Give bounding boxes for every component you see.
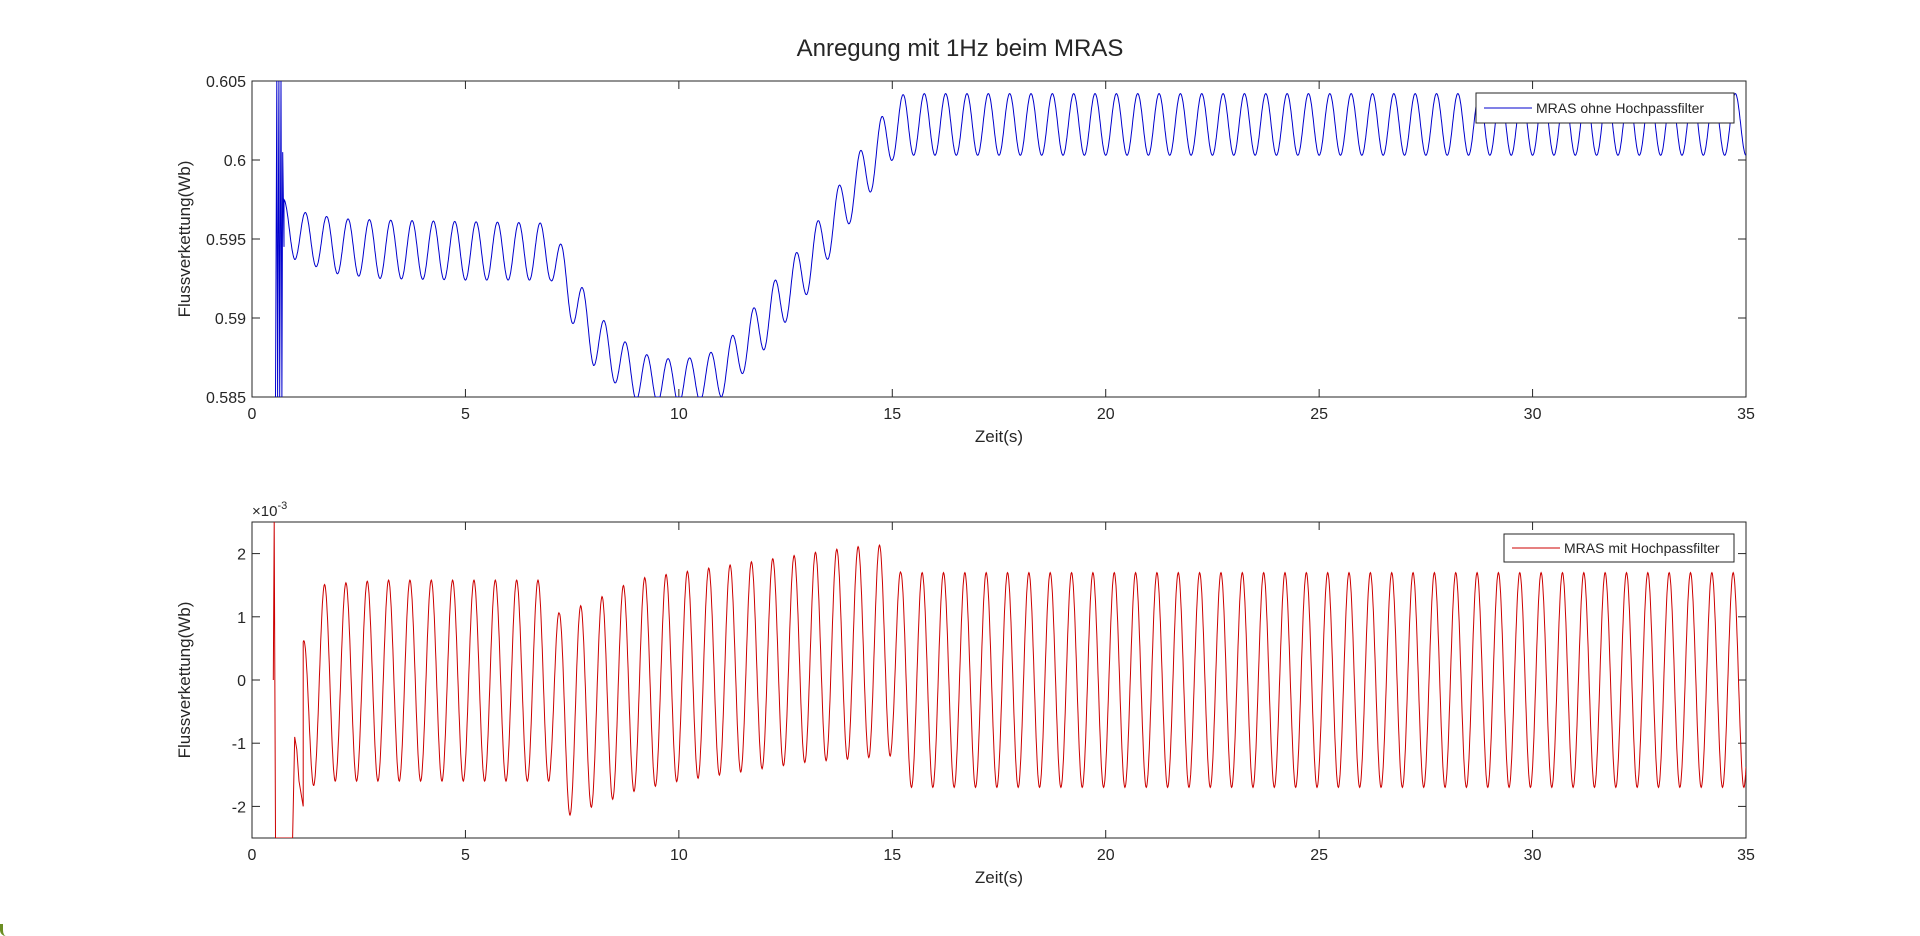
x-tick-label: 0 xyxy=(248,847,257,864)
y-exponent-base: ×10 xyxy=(252,503,277,520)
x-tick-label: 15 xyxy=(883,406,901,423)
ticks-bottom: 0 5 10 15 20 25 30 35 -2 -1 0 1 2 xyxy=(232,522,1755,864)
y-axis-label-top: Flussverkettung(Wb) xyxy=(175,161,194,318)
series-line-ohne-hochpassfilter xyxy=(275,81,1746,397)
y-exponent-power: -3 xyxy=(277,500,287,512)
x-axis-label-top: Zeit(s) xyxy=(975,427,1023,446)
y-tick-label: -1 xyxy=(232,736,246,753)
x-tick-label: 0 xyxy=(248,406,257,423)
x-tick-label: 5 xyxy=(461,406,470,423)
legend-entry-ohne-hochpassfilter: MRAS ohne Hochpassfilter xyxy=(1536,100,1704,116)
legend-bottom: MRAS mit Hochpassfilter xyxy=(1503,533,1735,563)
x-tick-label: 35 xyxy=(1737,847,1755,864)
x-tick-label: 20 xyxy=(1097,847,1115,864)
y-tick-label: 0 xyxy=(237,673,246,690)
y-tick-label: 0.59 xyxy=(215,311,246,328)
x-tick-label: 10 xyxy=(670,847,688,864)
y-tick-label: 0.585 xyxy=(206,390,246,407)
legend-top: MRAS ohne Hochpassfilter xyxy=(1475,92,1735,124)
y-tick-label: 0.595 xyxy=(206,232,246,249)
x-tick-label: 15 xyxy=(883,847,901,864)
subplot-bottom: 0 5 10 15 20 25 30 35 -2 -1 0 1 2 Zeit(s) Flussverke… xyxy=(175,500,1755,887)
y-tick-label: 0.6 xyxy=(224,153,246,170)
y-tick-label: 1 xyxy=(237,610,246,627)
plot-area-top xyxy=(251,80,1747,398)
x-tick-label: 35 xyxy=(1737,406,1755,423)
y-axis-label-bottom: Flussverkettung(Wb) xyxy=(175,602,194,759)
x-tick-label: 25 xyxy=(1310,847,1328,864)
corner-mark xyxy=(0,924,9,936)
plot-area-bottom xyxy=(251,521,1747,839)
subplot-top: 0 5 10 15 20 25 30 35 0.585 0.59 0.595 0.6 0.605 Zei… xyxy=(175,74,1755,446)
x-axis-label-bottom: Zeit(s) xyxy=(975,868,1023,887)
x-tick-label: 20 xyxy=(1097,406,1115,423)
x-tick-label: 10 xyxy=(670,406,688,423)
figure-title: Anregung mit 1Hz beim MRAS xyxy=(797,35,1124,62)
y-tick-label: 0.605 xyxy=(206,74,246,91)
y-exponent-label: ×10-3 xyxy=(252,500,287,520)
ticks-top: 0 5 10 15 20 25 30 35 0.585 0.59 0.595 0.6 0.605 xyxy=(206,74,1755,423)
x-tick-label: 30 xyxy=(1524,847,1542,864)
y-tick-label: -2 xyxy=(232,799,246,816)
x-tick-label: 25 xyxy=(1310,406,1328,423)
series-line-mit-hochpassfilter xyxy=(272,522,1746,838)
legend-entry-mit-hochpassfilter: MRAS mit Hochpassfilter xyxy=(1564,540,1720,556)
y-tick-label: 2 xyxy=(237,547,246,564)
x-tick-label: 5 xyxy=(461,847,470,864)
x-tick-label: 30 xyxy=(1524,406,1542,423)
